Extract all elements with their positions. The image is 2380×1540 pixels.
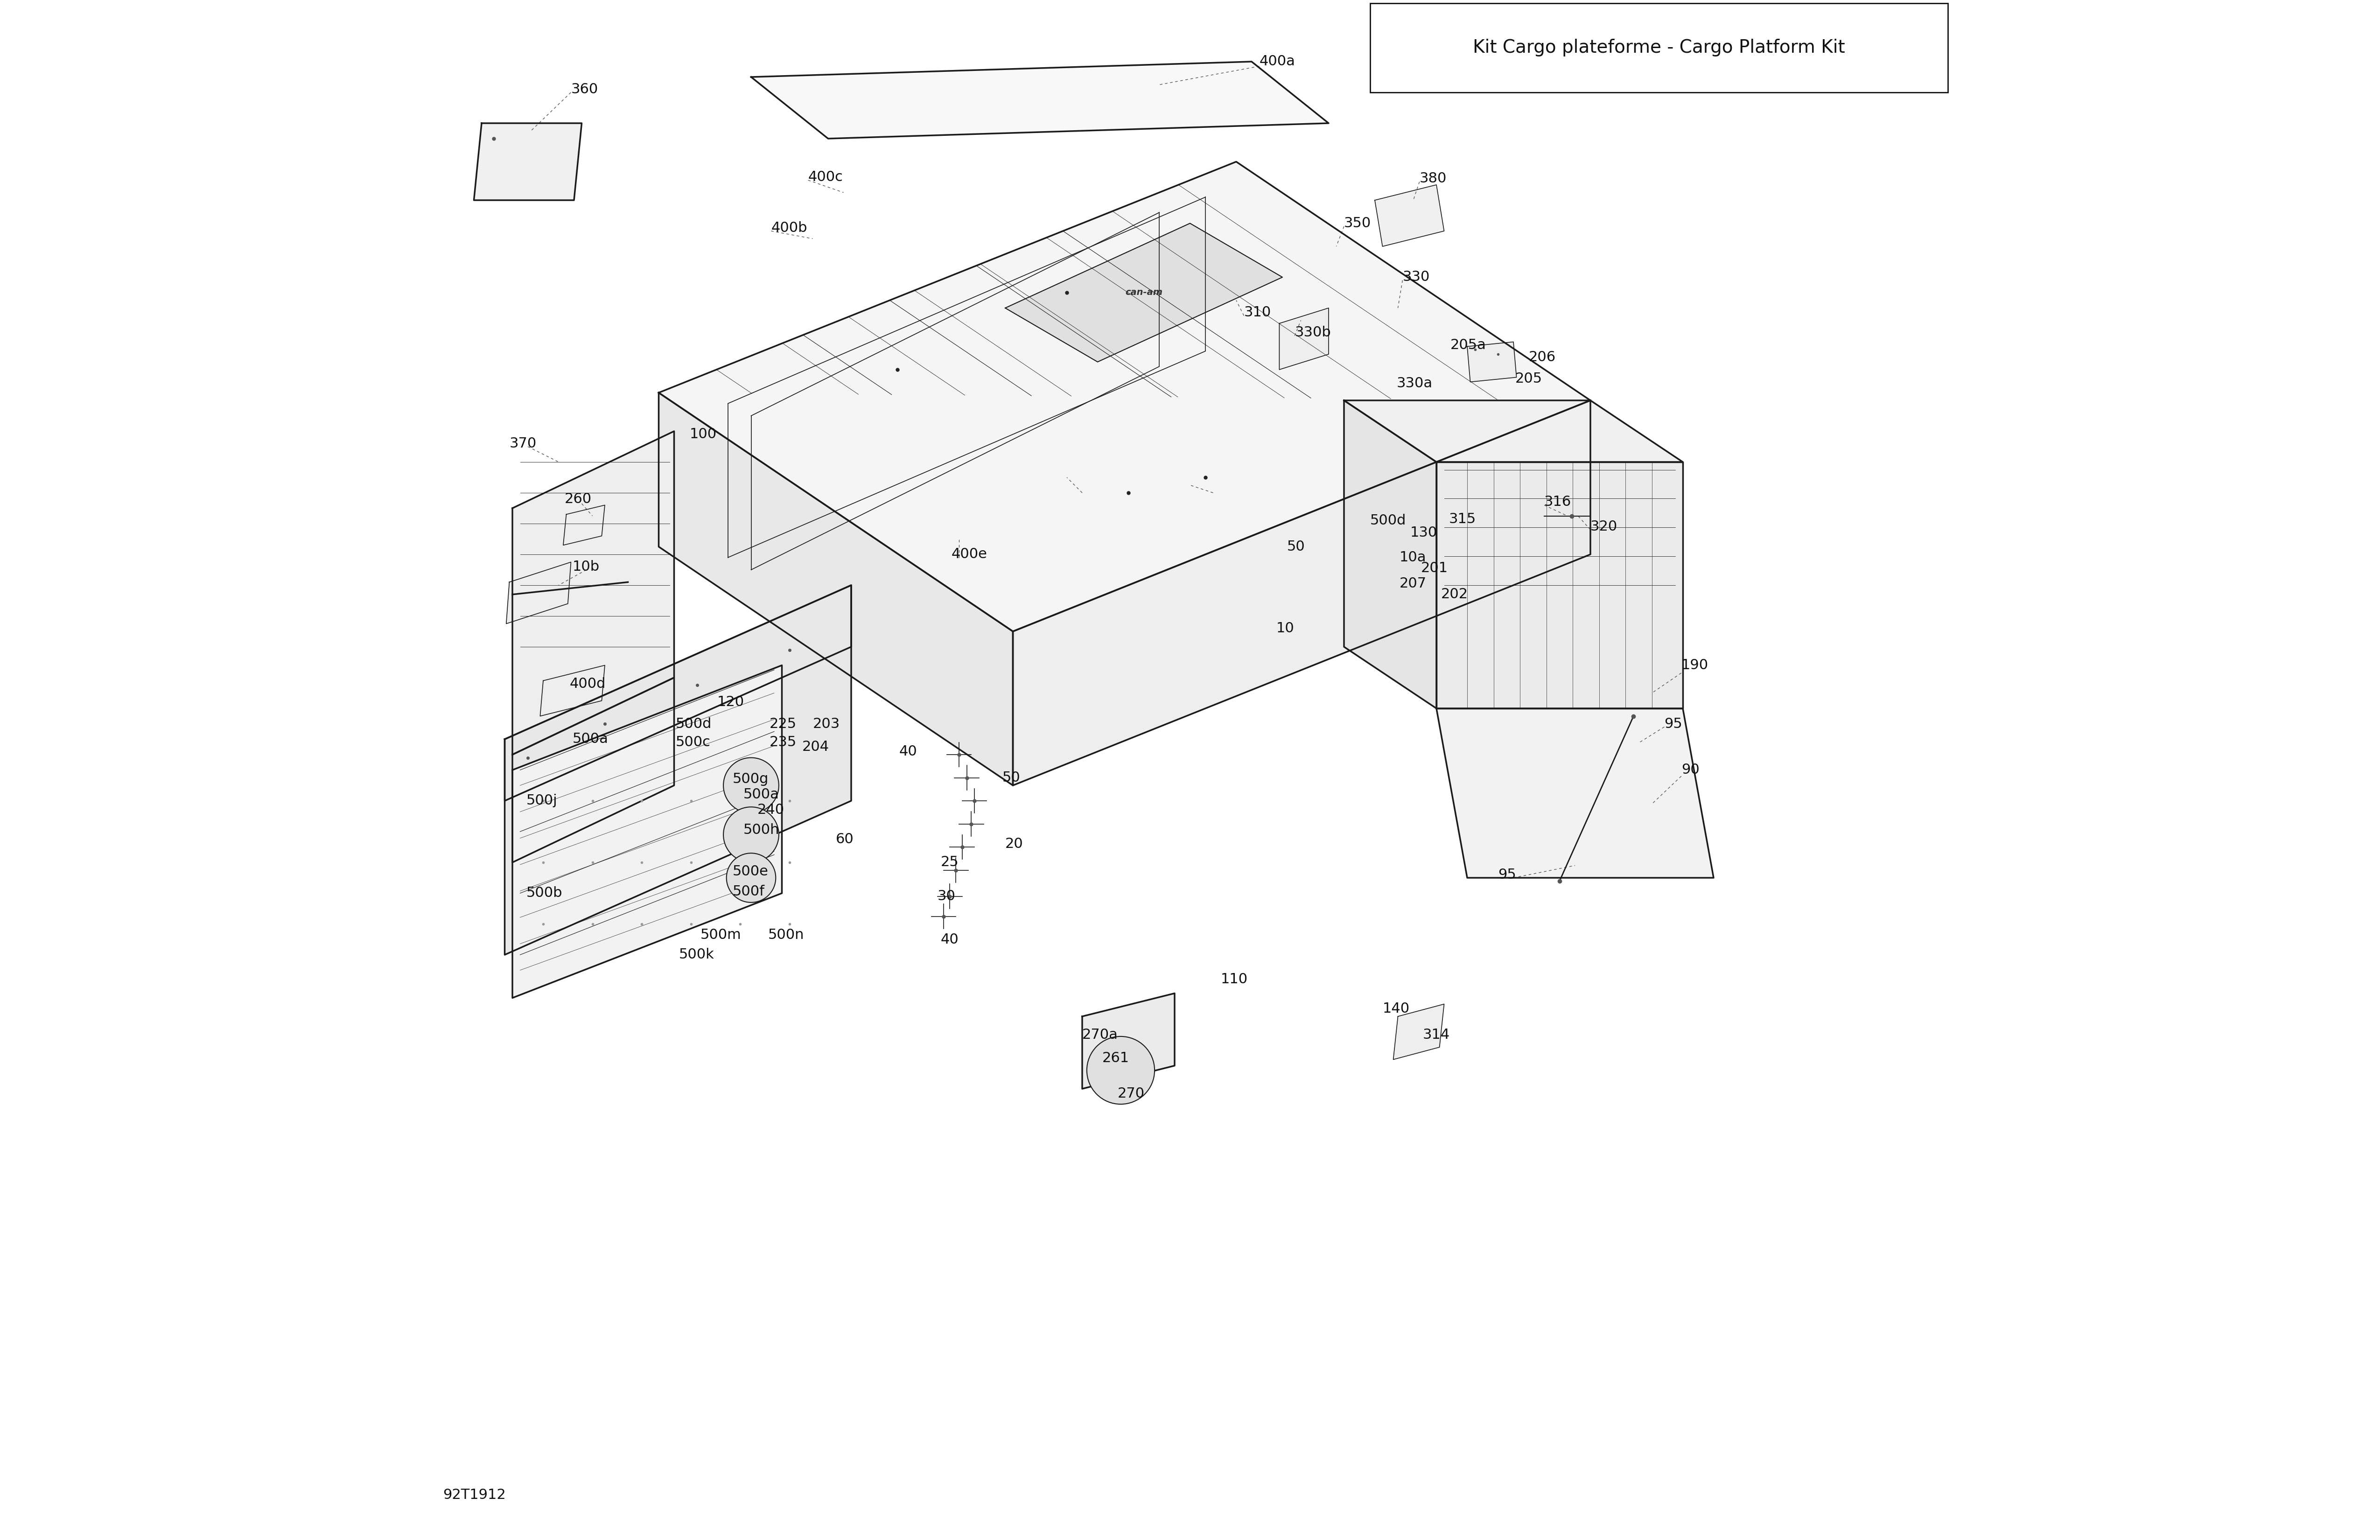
Polygon shape	[512, 431, 674, 755]
Text: 320: 320	[1590, 521, 1618, 533]
Text: Kit Cargo plateforme - Cargo Platform Kit: Kit Cargo plateforme - Cargo Platform Ki…	[1473, 38, 1844, 57]
Text: 260: 260	[564, 493, 593, 505]
Polygon shape	[512, 678, 674, 862]
Text: 130: 130	[1411, 527, 1438, 539]
Text: 316: 316	[1545, 496, 1571, 508]
Polygon shape	[752, 62, 1328, 139]
Polygon shape	[1466, 342, 1516, 382]
Text: 204: 204	[802, 741, 828, 753]
Text: 190: 190	[1680, 659, 1709, 671]
Text: 330: 330	[1402, 271, 1430, 283]
Polygon shape	[540, 665, 605, 716]
Text: 90: 90	[1680, 764, 1699, 776]
Circle shape	[726, 853, 776, 902]
Text: 360: 360	[571, 83, 597, 95]
Circle shape	[1088, 1036, 1154, 1104]
Text: 20: 20	[1004, 838, 1023, 850]
Polygon shape	[474, 123, 581, 200]
Polygon shape	[1083, 993, 1176, 1089]
Text: 240: 240	[757, 804, 785, 816]
Polygon shape	[1014, 400, 1590, 785]
Text: 400d: 400d	[569, 678, 605, 690]
Text: 400b: 400b	[771, 222, 807, 234]
Text: 205: 205	[1516, 373, 1542, 385]
Text: 400e: 400e	[952, 548, 988, 561]
Polygon shape	[1345, 400, 1683, 462]
Text: 10: 10	[1276, 622, 1295, 634]
Polygon shape	[512, 665, 783, 998]
Text: 235: 235	[769, 736, 797, 748]
Text: 500a: 500a	[574, 733, 609, 745]
Text: 500d: 500d	[676, 718, 712, 730]
Text: 261: 261	[1102, 1052, 1130, 1064]
Text: 500g: 500g	[733, 773, 769, 785]
Text: 500m: 500m	[700, 929, 740, 941]
Polygon shape	[564, 505, 605, 545]
Polygon shape	[1345, 400, 1438, 708]
Text: 120: 120	[716, 696, 745, 708]
Text: 225: 225	[769, 718, 797, 730]
Text: 500a: 500a	[743, 788, 778, 801]
Text: 500k: 500k	[678, 949, 714, 961]
Text: 10a: 10a	[1399, 551, 1426, 564]
Polygon shape	[1438, 462, 1683, 708]
Polygon shape	[1280, 308, 1328, 370]
Text: 370: 370	[509, 437, 536, 450]
Polygon shape	[659, 162, 1590, 631]
Text: 100: 100	[690, 428, 716, 440]
Text: 310: 310	[1245, 306, 1271, 319]
Text: 330a: 330a	[1397, 377, 1433, 390]
Text: 140: 140	[1383, 1003, 1409, 1015]
Polygon shape	[659, 393, 1014, 785]
Text: 95: 95	[1497, 869, 1516, 881]
Text: 270a: 270a	[1083, 1029, 1119, 1041]
Text: 270: 270	[1119, 1087, 1145, 1100]
Text: 50: 50	[1002, 772, 1021, 784]
Text: 50: 50	[1288, 541, 1304, 553]
Text: 30: 30	[938, 890, 957, 902]
Text: 500h: 500h	[743, 824, 781, 836]
Polygon shape	[1392, 1004, 1445, 1060]
Text: 500n: 500n	[769, 929, 804, 941]
Text: 500d: 500d	[1371, 514, 1407, 527]
Text: 500b: 500b	[526, 887, 562, 899]
Polygon shape	[507, 562, 571, 624]
Polygon shape	[1438, 708, 1714, 878]
Text: 60: 60	[835, 833, 854, 845]
Text: 201: 201	[1421, 562, 1447, 574]
Polygon shape	[505, 585, 852, 801]
Text: 10b: 10b	[574, 561, 600, 573]
Polygon shape	[505, 585, 852, 955]
Circle shape	[724, 807, 778, 862]
Circle shape	[724, 758, 778, 813]
Text: 40: 40	[940, 933, 959, 946]
Text: 206: 206	[1528, 351, 1557, 363]
Text: 205a: 205a	[1449, 339, 1485, 351]
Text: 207: 207	[1399, 578, 1426, 590]
Text: 203: 203	[812, 718, 840, 730]
Text: 500e: 500e	[733, 865, 769, 878]
Text: 500j: 500j	[526, 795, 557, 807]
Text: 110: 110	[1221, 973, 1247, 986]
Text: 400a: 400a	[1259, 55, 1295, 68]
Text: can-am: can-am	[1126, 288, 1161, 297]
Polygon shape	[1376, 185, 1445, 246]
Polygon shape	[1004, 223, 1283, 362]
Text: 500f: 500f	[733, 885, 764, 898]
Text: 315: 315	[1449, 513, 1476, 525]
Text: 380: 380	[1418, 172, 1447, 185]
Text: 400c: 400c	[809, 171, 843, 183]
Text: 314: 314	[1423, 1029, 1449, 1041]
Text: 500c: 500c	[676, 736, 712, 748]
Text: 350: 350	[1345, 217, 1371, 229]
Text: 92T1912: 92T1912	[443, 1488, 507, 1501]
Text: 330b: 330b	[1295, 326, 1330, 339]
Text: 95: 95	[1664, 718, 1683, 730]
Text: 40: 40	[900, 745, 916, 758]
Text: 25: 25	[940, 856, 959, 869]
FancyBboxPatch shape	[1371, 3, 1947, 92]
Text: 202: 202	[1440, 588, 1468, 601]
